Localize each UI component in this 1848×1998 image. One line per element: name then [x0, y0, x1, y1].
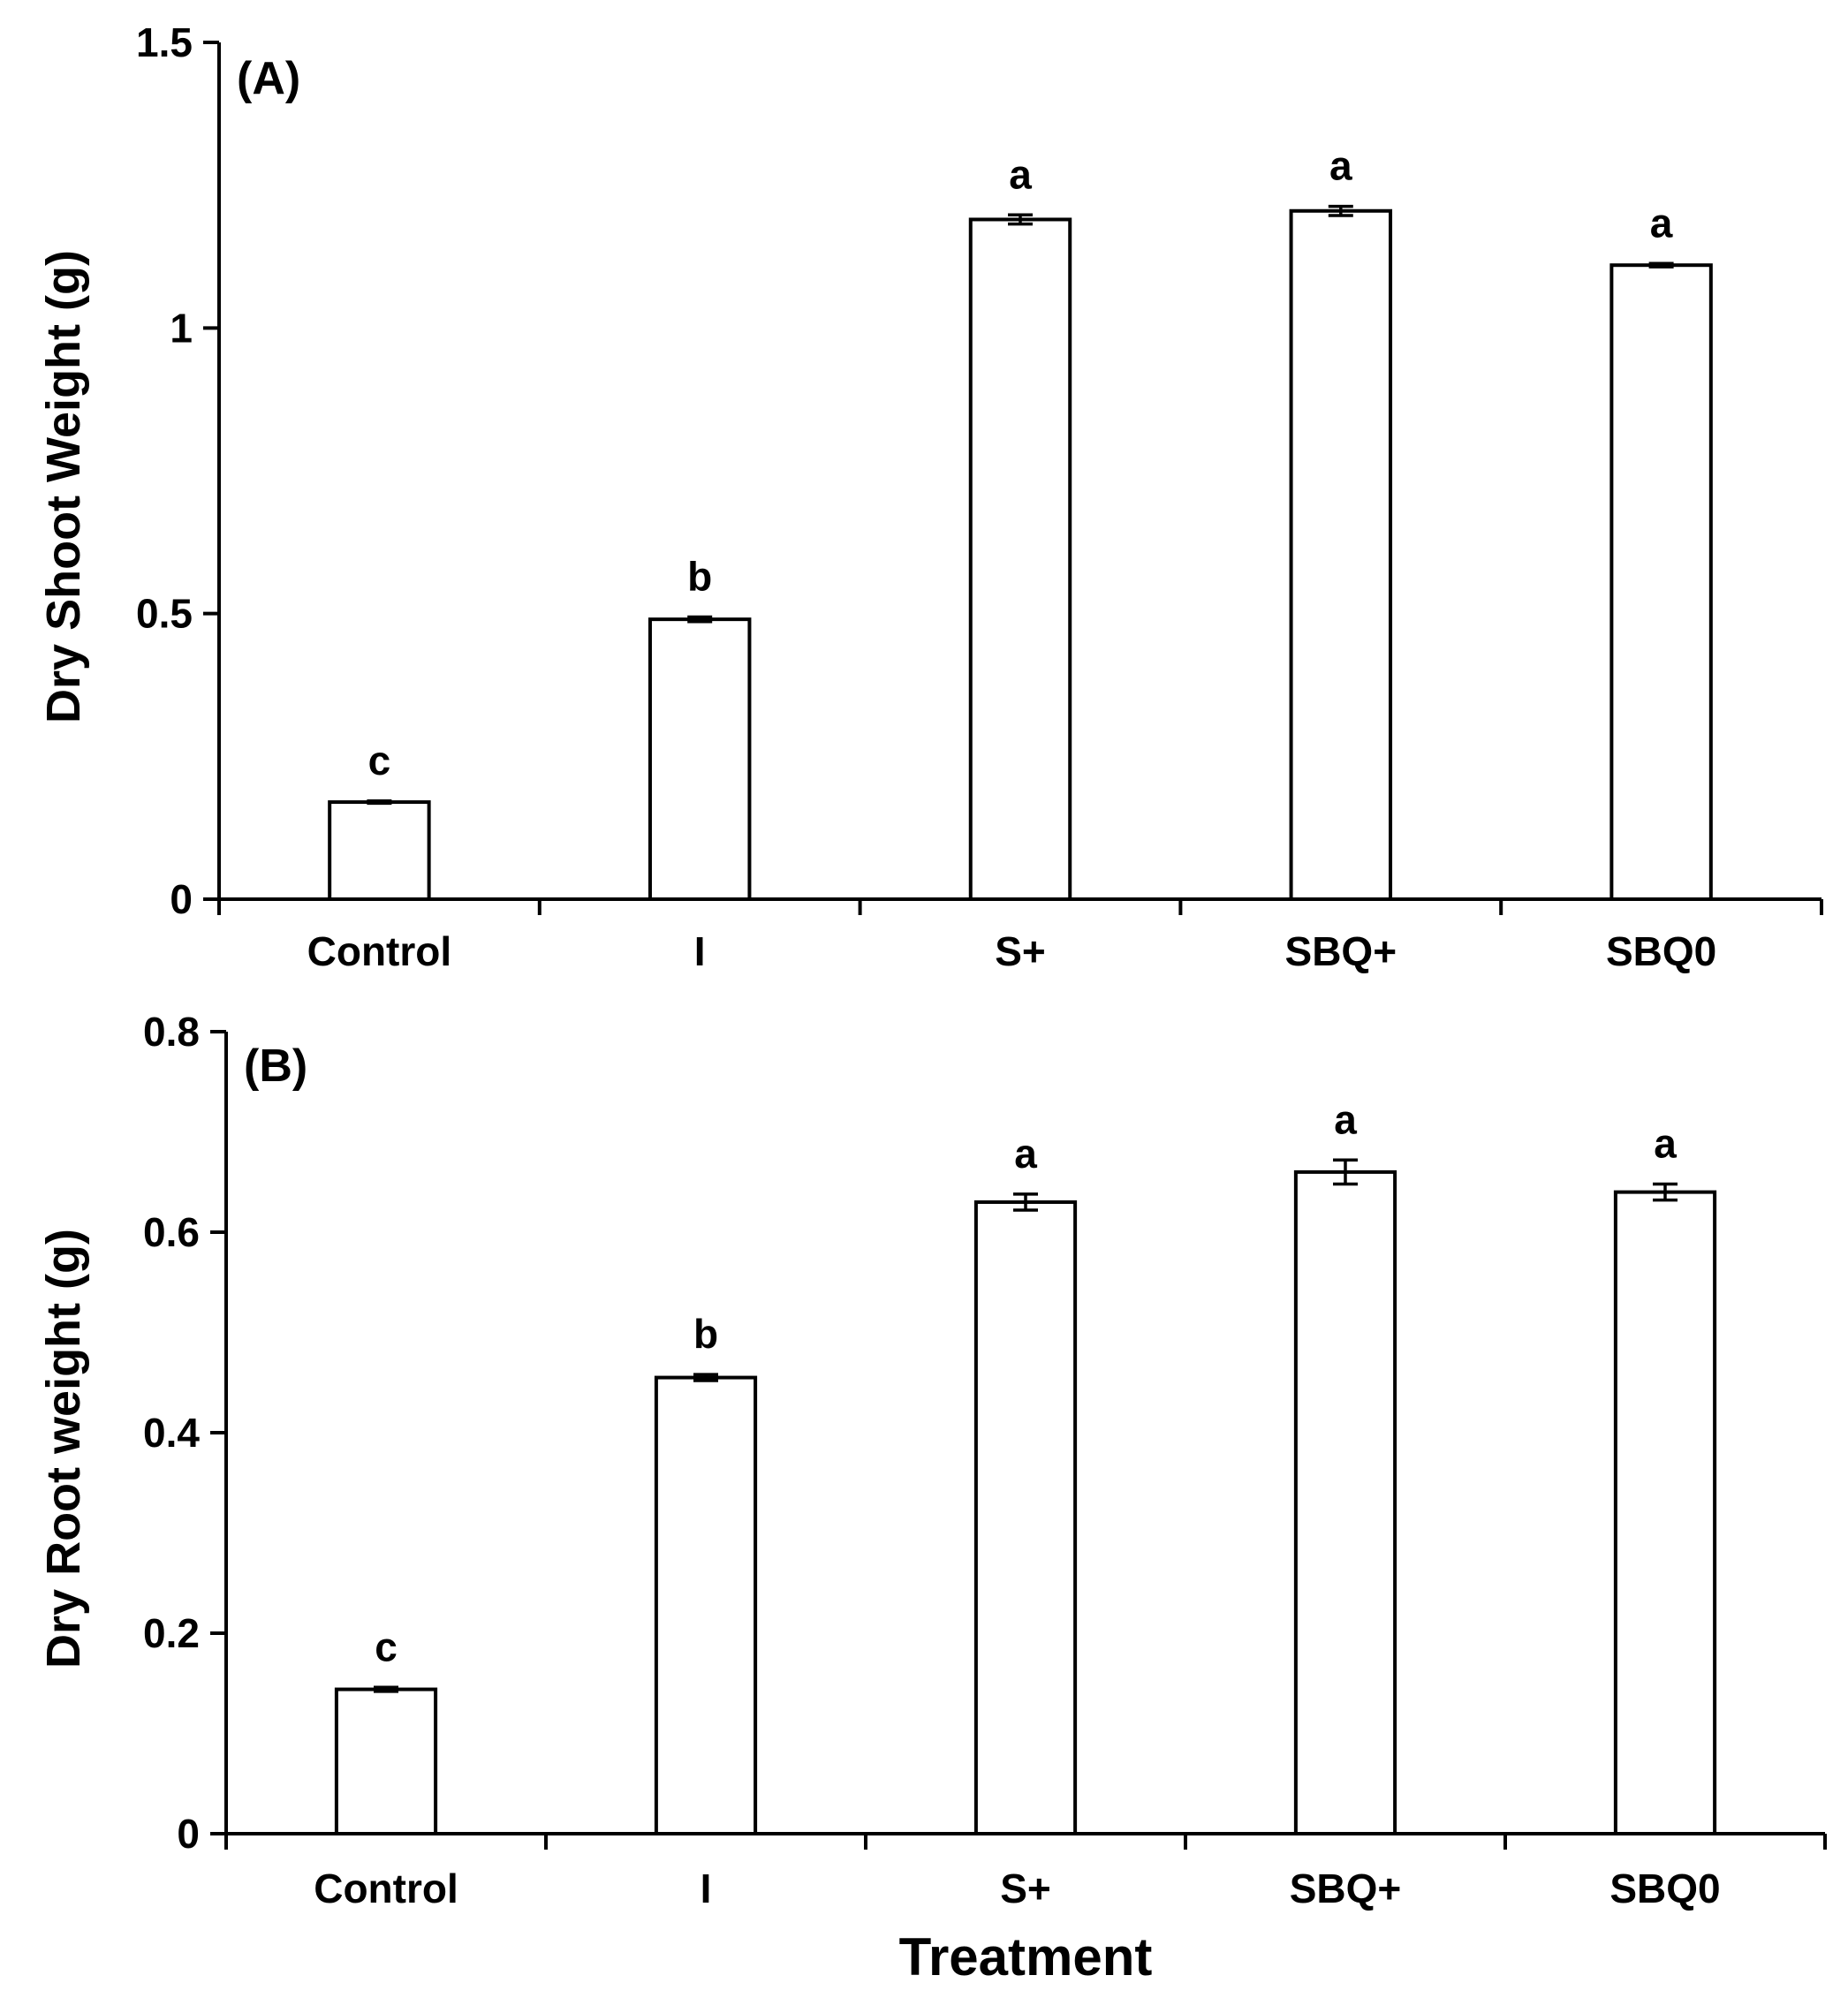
panel-label: (B)	[244, 1041, 307, 1092]
y-tick-label: 1	[170, 305, 193, 351]
y-tick-label: 1.5	[136, 19, 193, 65]
bar	[976, 1202, 1075, 1834]
y-tick-label: 0.4	[143, 1410, 200, 1456]
bar	[1291, 211, 1390, 899]
y-axis-title: Dry Root weight (g)	[37, 1229, 90, 1669]
x-axis-title: Treatment	[899, 1927, 1153, 1987]
significance-letter: a	[1009, 151, 1032, 197]
panel-b: 0 0.2 0.4 0.6 0.8 c Control b Ia S+ a SBQ+ a SBQ0 (B) D…	[37, 1009, 1825, 1987]
y-tick-label: 0	[170, 876, 193, 922]
bar	[1616, 1192, 1715, 1834]
y-tick-label: 0.6	[143, 1209, 200, 1255]
x-tick-label: Control	[307, 928, 452, 974]
bar	[971, 219, 1070, 899]
significance-letter: a	[1014, 1131, 1037, 1177]
y-tick-label: 0.2	[143, 1610, 200, 1656]
panel-label: (A)	[237, 53, 300, 104]
significance-letter: b	[687, 554, 712, 600]
x-tick-label: I	[694, 928, 706, 974]
bar	[1611, 265, 1710, 899]
bar	[337, 1690, 435, 1834]
bar	[329, 802, 428, 899]
x-tick-label: I	[701, 1866, 712, 1911]
significance-letter: c	[368, 738, 391, 783]
significance-letter: c	[375, 1623, 398, 1669]
significance-letter: a	[1654, 1121, 1677, 1167]
panel-a: 0 0.5 1 1.5 c Control b Ia S+ a SBQ+ a SBQ0 (A) Dry Sh…	[37, 19, 1821, 974]
bar	[650, 619, 749, 899]
bar	[656, 1378, 755, 1834]
x-tick-label: SBQ0	[1606, 928, 1716, 974]
error-bar	[367, 801, 391, 804]
significance-letter: b	[693, 1311, 718, 1357]
x-tick-label: SBQ0	[1609, 1866, 1720, 1911]
y-axis-title: Dry Shoot Weight (g)	[37, 250, 90, 723]
y-tick-label: 0.5	[136, 591, 193, 637]
y-tick-label: 0.8	[143, 1009, 200, 1055]
x-tick-label: Control	[314, 1866, 458, 1911]
significance-letter: a	[1329, 143, 1352, 189]
chart-svg: 0 0.5 1 1.5 c Control b Ia S+ a SBQ+ a SBQ0 (A) Dry Sh…	[0, 0, 1848, 1994]
x-tick-label: S+	[1000, 1866, 1051, 1911]
bar	[1296, 1172, 1395, 1834]
x-tick-label: S+	[995, 928, 1046, 974]
y-tick-label: 0	[177, 1811, 200, 1857]
figure: 0 0.5 1 1.5 c Control b Ia S+ a SBQ+ a SBQ0 (A) Dry Sh…	[0, 0, 1848, 1994]
x-tick-label: SBQ+	[1290, 1866, 1402, 1911]
significance-letter: a	[1650, 200, 1673, 246]
x-tick-label: SBQ+	[1285, 928, 1397, 974]
significance-letter: a	[1334, 1096, 1357, 1142]
